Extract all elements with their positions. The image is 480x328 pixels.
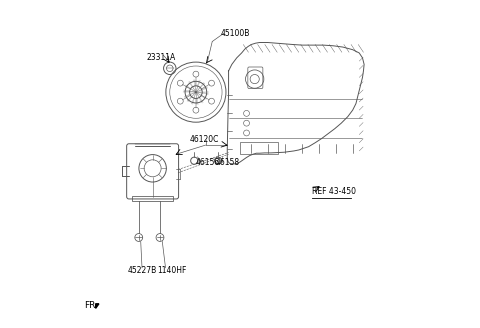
Text: REF 43-450: REF 43-450 [312, 187, 356, 196]
Text: 46158: 46158 [216, 158, 240, 167]
Text: 46156: 46156 [196, 158, 220, 167]
Bar [132, 196, 173, 201]
Text: 1140HF: 1140HF [156, 266, 186, 275]
Text: 23311A: 23311A [147, 53, 176, 62]
Text: 45227B: 45227B [127, 266, 156, 275]
Polygon shape [96, 304, 99, 308]
Text: 45100B: 45100B [220, 29, 250, 38]
Text: FR.: FR. [84, 300, 98, 310]
Bar [240, 142, 277, 154]
Text: 46120C: 46120C [190, 135, 219, 144]
